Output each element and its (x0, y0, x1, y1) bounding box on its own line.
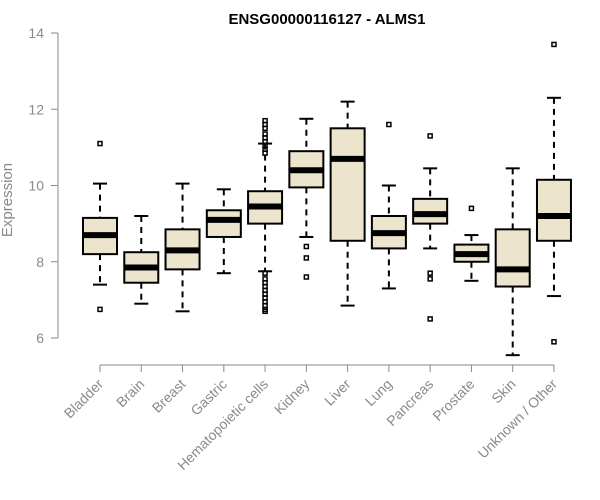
box-group (164, 182, 201, 313)
box-group (123, 215, 160, 305)
box-group (82, 140, 118, 313)
x-tick-label: Prostate (429, 376, 477, 424)
chart-title: ENSG00000116127 - ALMS1 (228, 11, 425, 28)
outlier-point (386, 121, 392, 128)
outlier-point (303, 274, 310, 280)
box-group (329, 100, 366, 307)
box-group (205, 188, 242, 275)
outlier-point (262, 308, 268, 315)
outlier-point (427, 276, 433, 282)
box-group (247, 117, 284, 315)
box (329, 127, 366, 242)
outlier-point (97, 306, 103, 313)
outlier-point (303, 243, 310, 250)
box-group (494, 167, 531, 357)
x-tick-label: Lung (362, 376, 395, 409)
outlier-point (303, 255, 310, 261)
y-tick-label: 6 (36, 330, 44, 346)
box-group (288, 117, 325, 280)
x-tick-label: Brain (113, 376, 147, 410)
box (494, 228, 531, 288)
outlier-point (427, 133, 433, 139)
x-tick-label: Bladder (61, 376, 107, 422)
x-tick-label: Skin (488, 376, 519, 407)
outlier-point (262, 270, 268, 276)
outlier-point (551, 41, 557, 48)
outlier-point (551, 339, 557, 345)
outlier-point (97, 140, 103, 147)
x-tick-label: Liver (321, 376, 354, 409)
outlier-point (427, 270, 433, 276)
box-group (412, 133, 449, 322)
box (535, 178, 572, 242)
y-tick-label: 14 (28, 25, 44, 41)
y-tick-label: 12 (28, 101, 44, 117)
y-axis: 6 8 10 12 14 (28, 25, 59, 346)
y-tick-label: 8 (36, 254, 44, 270)
x-tick-label: Breast (149, 376, 189, 416)
outlier-point (262, 125, 268, 132)
y-tick-label: 10 (28, 178, 44, 194)
box-group (370, 121, 407, 290)
plot-area (82, 41, 572, 357)
x-tick-label: Kidney (271, 376, 313, 418)
y-axis-label: Expression (0, 163, 16, 237)
outlier-point (468, 205, 475, 212)
outlier-point (427, 316, 433, 322)
box (205, 209, 242, 238)
box-group (453, 205, 490, 282)
outlier-point (262, 150, 268, 156)
box-group (535, 41, 572, 345)
